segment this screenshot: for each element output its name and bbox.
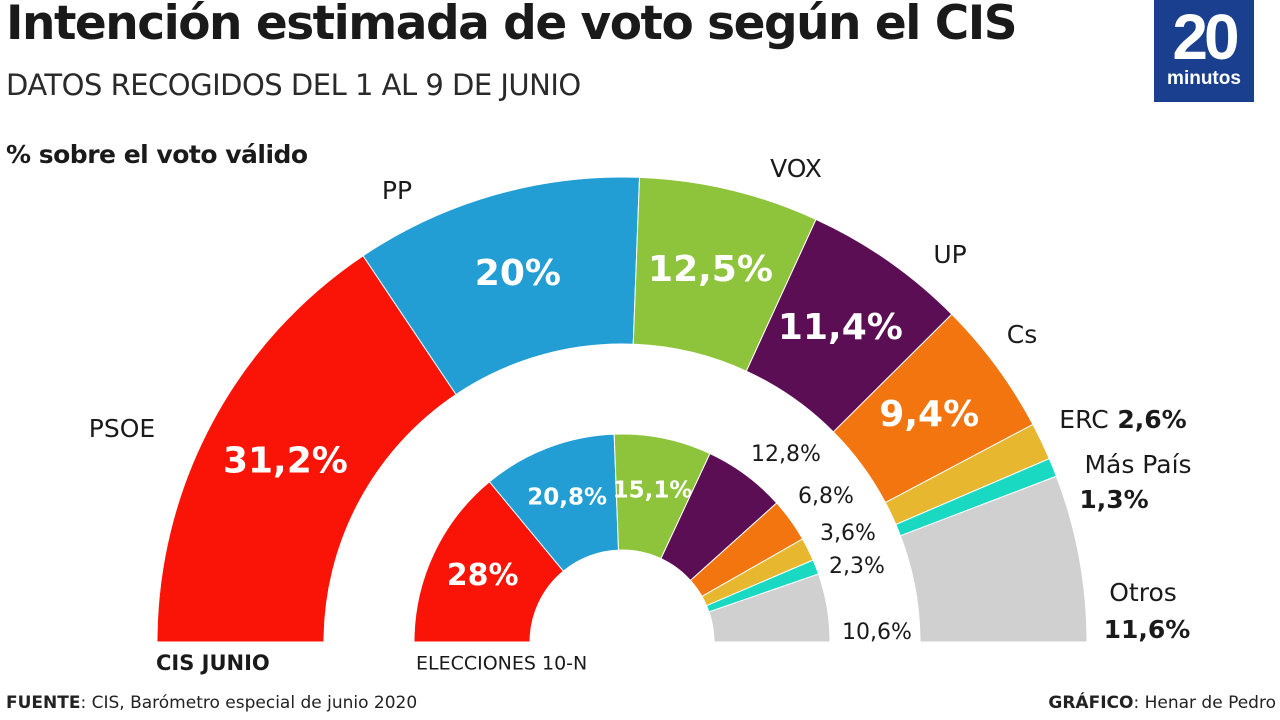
inner-slice-psoe	[413, 481, 565, 643]
logo-word: minutos	[1167, 68, 1241, 89]
party-label-erc: ERC	[1059, 405, 1108, 434]
source-label: FUENTE	[6, 693, 81, 713]
outer-value-vox: 12,5%	[648, 249, 773, 290]
inner-value-otros: 10,6%	[842, 620, 912, 645]
party-label-cs: Cs	[1007, 320, 1037, 349]
credit-label: GRÁFICO	[1048, 693, 1134, 713]
inner-value-up: 12,8%	[751, 442, 821, 467]
ring-label-cis-junio: CIS JUNIO	[156, 651, 270, 675]
inner-value-vox: 15,1%	[613, 478, 693, 504]
outer-slice-psoe	[156, 255, 457, 643]
outer-value-erc: 2,6%	[1117, 405, 1186, 434]
chart-subtitle: DATOS RECOGIDOS DEL 1 AL 9 DE JUNIO	[6, 68, 581, 102]
inner-value-psoe: 28%	[447, 558, 519, 593]
party-label-psoe: PSOE	[89, 414, 155, 443]
party-label-mas-pais: Más País	[1084, 450, 1191, 479]
outer-value-up: 11,4%	[778, 307, 903, 348]
party-label-vox: VOX	[770, 154, 822, 183]
logo-number: 20	[1172, 1, 1239, 73]
party-label-up: UP	[933, 240, 966, 269]
inner-value-erc: 3,6%	[820, 521, 876, 546]
party-label-pp: PP	[382, 176, 412, 205]
chart-title: Intención estimada de voto según el CIS	[6, 0, 1018, 51]
inner-value-pp: 20,8%	[527, 485, 607, 511]
unit-note: % sobre el voto válido	[6, 140, 308, 169]
credit-note: GRÁFICO: Henar de Pedro	[1048, 693, 1276, 713]
source-text: : CIS, Barómetro especial de junio 2020	[80, 693, 418, 713]
party-label-otros: Otros	[1109, 578, 1177, 607]
brand-logo: 20 minutos	[1154, 0, 1254, 102]
outer-value-psoe: 31,2%	[223, 440, 348, 481]
outer-value-mas-pais: 1,3%	[1079, 485, 1148, 514]
inner-slice-otros	[708, 573, 831, 643]
outer-value-cs: 9,4%	[879, 394, 979, 435]
outer-value-pp: 20%	[475, 253, 561, 294]
ring-label-elecciones-10-n: ELECCIONES 10-N	[416, 653, 587, 675]
outer-value-otros: 11,6%	[1104, 615, 1191, 644]
inner-value-mas-pais: 2,3%	[829, 554, 885, 579]
credit-text: : Henar de Pedro	[1133, 693, 1276, 713]
outer-slice-otros	[899, 475, 1088, 643]
inner-value-cs: 6,8%	[798, 484, 854, 509]
source-note: FUENTE: CIS, Barómetro especial de junio…	[6, 693, 417, 713]
